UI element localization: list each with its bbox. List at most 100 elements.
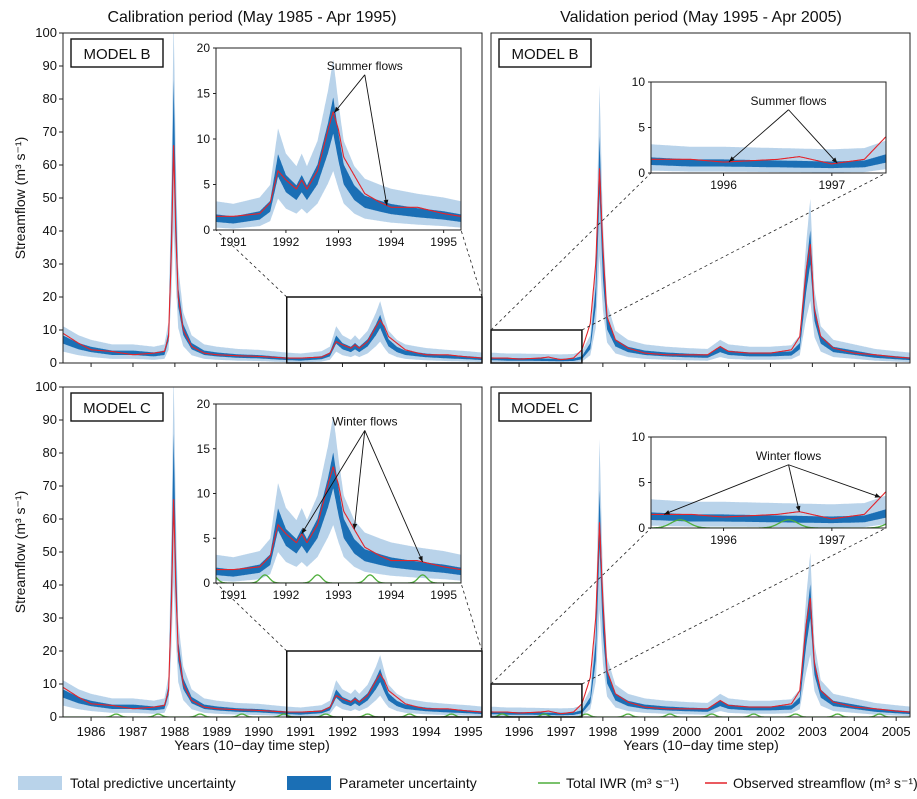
y-tick-label: 100 [35,25,57,40]
y-tick-label: 20 [43,643,57,658]
panel-1: MODEL B 0 5 10 1996 1997 Summer flows [490,32,911,367]
panel-frame [490,32,911,364]
annotation-arrow [788,464,800,512]
x-axis-label-calibration: Years (10−day time step) [174,737,330,753]
x-tick-label: 2002 [756,724,785,739]
model-label: MODEL C [511,400,579,417]
series-group [491,84,910,363]
series-group [216,60,461,229]
model-label-box: MODEL C [498,392,592,422]
inset-x-tick-label: 1993 [325,588,352,602]
annotation-arrow [364,74,388,206]
x-tick-label: 2001 [714,724,743,739]
iwr-line [651,519,886,528]
zoom-connector [490,527,652,685]
x-tick-label: 1996 [505,724,534,739]
series-group [63,33,482,363]
annotation-arrowhead [301,527,307,534]
x-tick-label: 1993 [370,724,399,739]
x-tick-label: 1992 [328,724,357,739]
inset-x-tick-label: 1992 [273,588,300,602]
zoom-box [490,683,583,718]
inset-y-tick-label: 5 [638,121,645,135]
zoom-connector [490,172,652,331]
inset-y-tick-label: 10 [197,132,211,146]
model-label: MODEL C [83,400,151,417]
model-label-box: MODEL C [70,392,164,422]
y-tick-label: 10 [43,322,57,337]
zoom-connector [581,172,887,331]
x-tick-label: 2003 [798,724,827,739]
inset-y-tick-label: 5 [203,178,210,192]
y-tick-label: 40 [43,223,57,238]
y-tick-label: 30 [43,256,57,271]
model-label-box: MODEL B [70,38,164,68]
y-tick-label: 90 [43,412,57,427]
y-tick-label: 80 [43,91,57,106]
calibration-title: Calibration period (May 1985 - Apr 1995) [107,9,396,26]
annotation-arrowhead [352,523,358,530]
x-tick-label: 1986 [77,724,106,739]
inset-y-tick-label: 10 [632,430,646,444]
inset-x-tick-label: 1995 [430,235,457,249]
parameter-uncertainty-band [491,136,910,362]
x-tick-label: 1988 [160,724,189,739]
x-tick-label: 1987 [119,724,148,739]
legend: Total predictive uncertainty Parameter un… [18,775,917,791]
panel-frame [490,386,911,718]
model-label: MODEL B [512,46,579,63]
inset-2: 0 5 10 15 20 1991 1992 1993 1994 1995 Winter flows [197,397,462,602]
zoom-box [490,329,583,364]
observed-line [491,168,910,361]
annotation-arrowhead [831,157,838,164]
panel-3: 1996 1997 1998 1999 2000 2001 2002 2003 2004 2005… [490,386,911,739]
series-group [63,387,482,717]
observed-line [216,466,461,571]
inset-x-tick-label: 1996 [710,178,737,192]
annotation-label: Summer flows [327,59,403,73]
model-label-frame [498,392,592,422]
y-tick-label: 30 [43,610,57,625]
y-tick-label: 90 [43,58,57,73]
series-group [651,491,886,528]
legend-label: Observed streamflow (m³ s⁻¹) [733,775,917,791]
x-tick-label: 1991 [286,724,315,739]
inset-y-tick-label: 5 [203,531,210,545]
legend-item-obs: Observed streamflow (m³ s⁻¹) [705,775,917,791]
y-tick-label: 20 [43,289,57,304]
inset-y-tick-label: 20 [197,397,211,411]
model-label-frame [70,38,164,68]
zoom-box [285,650,483,718]
inset-0: 0 5 10 15 20 1991 1992 1993 1994 1995 Summer flows [197,41,462,249]
series-group [216,415,461,583]
x-axis-label-validation: Years (10−day time step) [623,737,779,753]
legend-item-param: Parameter uncertainty [287,775,477,791]
zoom-connector [460,229,483,298]
x-tick-label: 1995 [454,724,483,739]
annotation-arrowhead [729,156,735,162]
inset-x-tick-label: 1993 [325,235,352,249]
annotation-arrowhead [334,106,340,113]
legend-label: Total IWR (m³ s⁻¹) [566,775,679,791]
annotation-arrow [364,430,424,563]
legend-item-iwr: Total IWR (m³ s⁻¹) [538,775,679,791]
annotation-arrowhead [418,555,423,562]
inset-y-tick-label: 0 [203,576,210,590]
inset-y-tick-label: 20 [197,41,211,55]
y-tick-label: 70 [43,478,57,493]
annotation-arrow [301,430,366,535]
annotation-arrow [728,109,789,163]
y-tick-label: 50 [43,190,57,205]
inset-y-tick-label: 15 [197,442,211,456]
inset-x-tick-label: 1994 [378,588,405,602]
annotation-arrowhead [664,510,670,515]
x-tick-label: 1990 [244,724,273,739]
inset-1: 0 5 10 1996 1997 Summer flows [632,75,887,192]
observed-line [216,111,461,217]
x-tick-label: 2004 [840,724,869,739]
observed-line [63,145,482,359]
y-axis-label: Streamflow (m³ s⁻¹) [12,137,28,260]
